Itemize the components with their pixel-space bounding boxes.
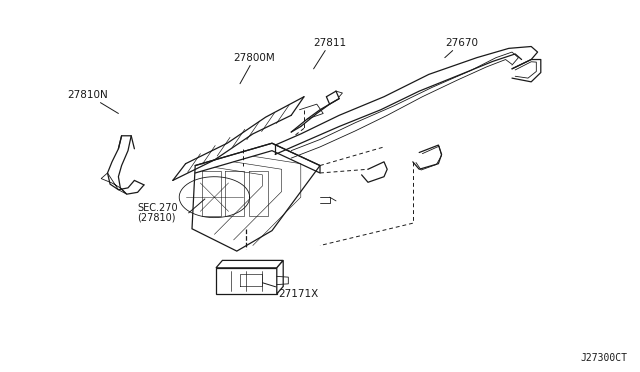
- Polygon shape: [216, 268, 277, 294]
- Text: 27800M: 27800M: [234, 53, 275, 84]
- Text: 27670: 27670: [445, 38, 478, 58]
- Text: 27171X: 27171X: [262, 283, 319, 299]
- Text: (27810): (27810): [138, 213, 176, 222]
- Polygon shape: [216, 260, 283, 268]
- Polygon shape: [192, 143, 320, 251]
- Text: SEC.270: SEC.270: [138, 203, 178, 213]
- Text: J27300CT: J27300CT: [580, 353, 627, 363]
- Polygon shape: [277, 260, 283, 294]
- Text: 27811: 27811: [314, 38, 347, 69]
- Text: 27810N: 27810N: [67, 90, 118, 113]
- Polygon shape: [101, 173, 127, 194]
